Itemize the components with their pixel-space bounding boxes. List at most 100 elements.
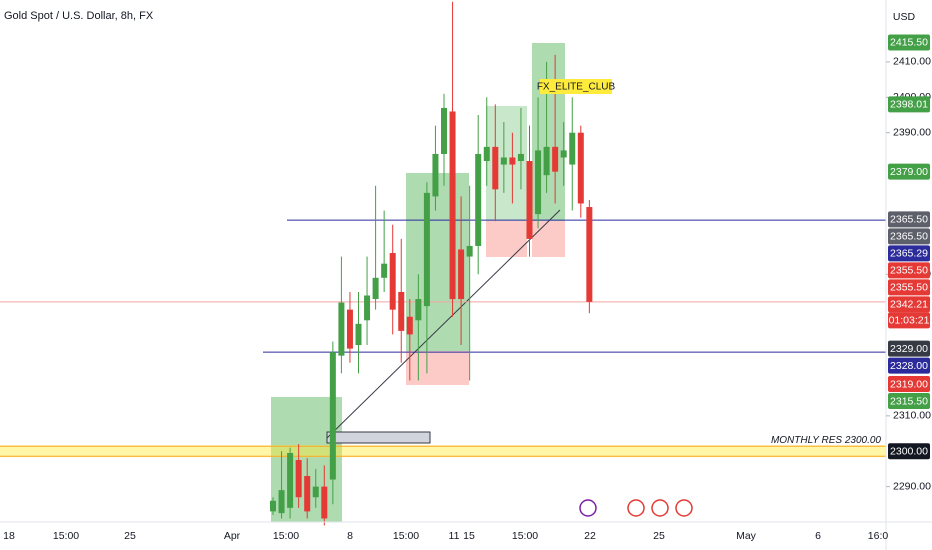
x-tick-label: 16:0: [868, 530, 889, 542]
x-tick-label: 15:00: [393, 530, 419, 542]
candle-body: [441, 107, 447, 154]
x-tick-label: 15:00: [53, 530, 79, 542]
candle-body: [329, 352, 336, 480]
price-badge: [888, 245, 930, 262]
price-badge: [888, 296, 930, 313]
candle-body: [364, 295, 371, 321]
price-badge: [888, 392, 930, 409]
y-tick-label: 2390.00: [893, 126, 931, 138]
candle-body: [372, 277, 379, 300]
y-tick-label: 2410.00: [893, 56, 931, 68]
x-tick-label: 11: [449, 530, 460, 542]
candle-body: [483, 146, 490, 162]
candle-body: [355, 323, 362, 346]
price-badge: [888, 375, 930, 392]
chart-title: Gold Spot / U.S. Dollar, 8h, FX: [4, 10, 154, 22]
short-box: [406, 351, 469, 385]
price-badge: [888, 96, 930, 113]
x-tick-label: 18: [3, 530, 15, 542]
candle-body: [389, 253, 396, 310]
price-badge-label: 2379.00: [890, 166, 928, 178]
candle-body: [423, 192, 430, 307]
candle-body: [321, 486, 328, 519]
short-box: [486, 221, 527, 257]
x-tick-label: Apr: [224, 530, 241, 542]
annotation-bg: [540, 79, 612, 94]
price-badge: [888, 340, 930, 357]
x-tick-label: 25: [124, 530, 136, 542]
candle-body: [569, 132, 576, 165]
price-badges: 2415.50 2398.01 2379.00 2365.50 2365.50 2365.…: [888, 34, 930, 460]
candle-body: [577, 132, 584, 204]
candle-body: [458, 249, 465, 300]
price-badge-label: 2315.50: [890, 395, 928, 407]
price-badge-label: 2355.50: [890, 282, 928, 294]
price-badge-label: 2319.00: [890, 378, 928, 390]
zone-box: [326, 431, 431, 444]
event-icon[interactable]: [675, 499, 693, 517]
candle-body: [287, 452, 294, 508]
event-icon[interactable]: [651, 499, 669, 517]
price-badge: [888, 279, 930, 296]
candle-body: [398, 291, 405, 331]
candle-body: [270, 500, 276, 512]
candle-body: [552, 146, 559, 172]
candle-body: [346, 309, 353, 349]
candle-body: [338, 302, 345, 356]
candle-body: [509, 157, 516, 165]
level-label: MONTHLY RES 2300.00: [771, 435, 881, 446]
x-tick-label: 22: [584, 530, 596, 542]
price-badge-label: 2365.29: [890, 248, 928, 260]
event-icon[interactable]: [579, 499, 597, 517]
levels: MONTHLY RES 2300.00: [0, 219, 886, 458]
short-box: [532, 221, 565, 257]
y-tick-label: 2290.00: [893, 480, 931, 492]
level-band: [0, 445, 886, 458]
candle-body: [526, 161, 533, 239]
price-badge: [888, 228, 930, 245]
price-badge: [888, 163, 930, 180]
plot-area: [0, 0, 886, 522]
price-badge-label: 2328.00: [890, 360, 928, 372]
price-badge-label: 2300.00: [890, 446, 928, 458]
price-badge: [888, 211, 930, 228]
candle-body: [560, 150, 567, 158]
x-tick-label: 15:00: [512, 530, 538, 542]
price-badge-label: 2329.00: [890, 343, 928, 355]
x-tick-label: 15:00: [273, 530, 299, 542]
candle-body: [415, 299, 422, 321]
price-badge-label: 2365.50: [890, 231, 928, 243]
candle-body: [278, 490, 285, 514]
candle-body: [492, 146, 499, 190]
countdown: 01:03:21: [889, 315, 930, 327]
time-axis: 18 15:00 25 Apr 15:00 8 15:00 11 15 15:00 22 25 May 6…: [3, 530, 888, 542]
y-tick-label: 2310.00: [893, 410, 931, 422]
countdown-badge: [888, 312, 930, 329]
candles: [270, 1, 593, 526]
price-badge-label: 2415.50: [890, 37, 928, 49]
candle-body: [295, 460, 302, 498]
candle-body: [543, 146, 550, 176]
candle-body: [500, 157, 507, 165]
x-tick-label: 8: [347, 530, 353, 542]
price-badge-label: 2365.50: [890, 214, 928, 226]
price-badge: [888, 443, 930, 460]
x-tick-label: 6: [815, 530, 821, 542]
x-tick-label: 25: [653, 530, 665, 542]
candle-body: [535, 150, 542, 215]
candle-body: [304, 475, 311, 512]
candle-body: [466, 245, 473, 257]
candle-body: [312, 486, 319, 498]
candle-body: [475, 153, 482, 246]
candle-body: [406, 316, 413, 335]
price-badge-label: 2342.21: [890, 299, 928, 311]
trend-line: [326, 209, 561, 439]
annotation: FX_ELITE_CLUB: [537, 82, 616, 93]
event-icon[interactable]: [627, 499, 645, 517]
candle-body: [449, 111, 456, 300]
currency: USD: [893, 11, 916, 23]
candle-body: [381, 263, 388, 278]
candle-body: [432, 153, 439, 197]
price-badge: [888, 262, 930, 279]
